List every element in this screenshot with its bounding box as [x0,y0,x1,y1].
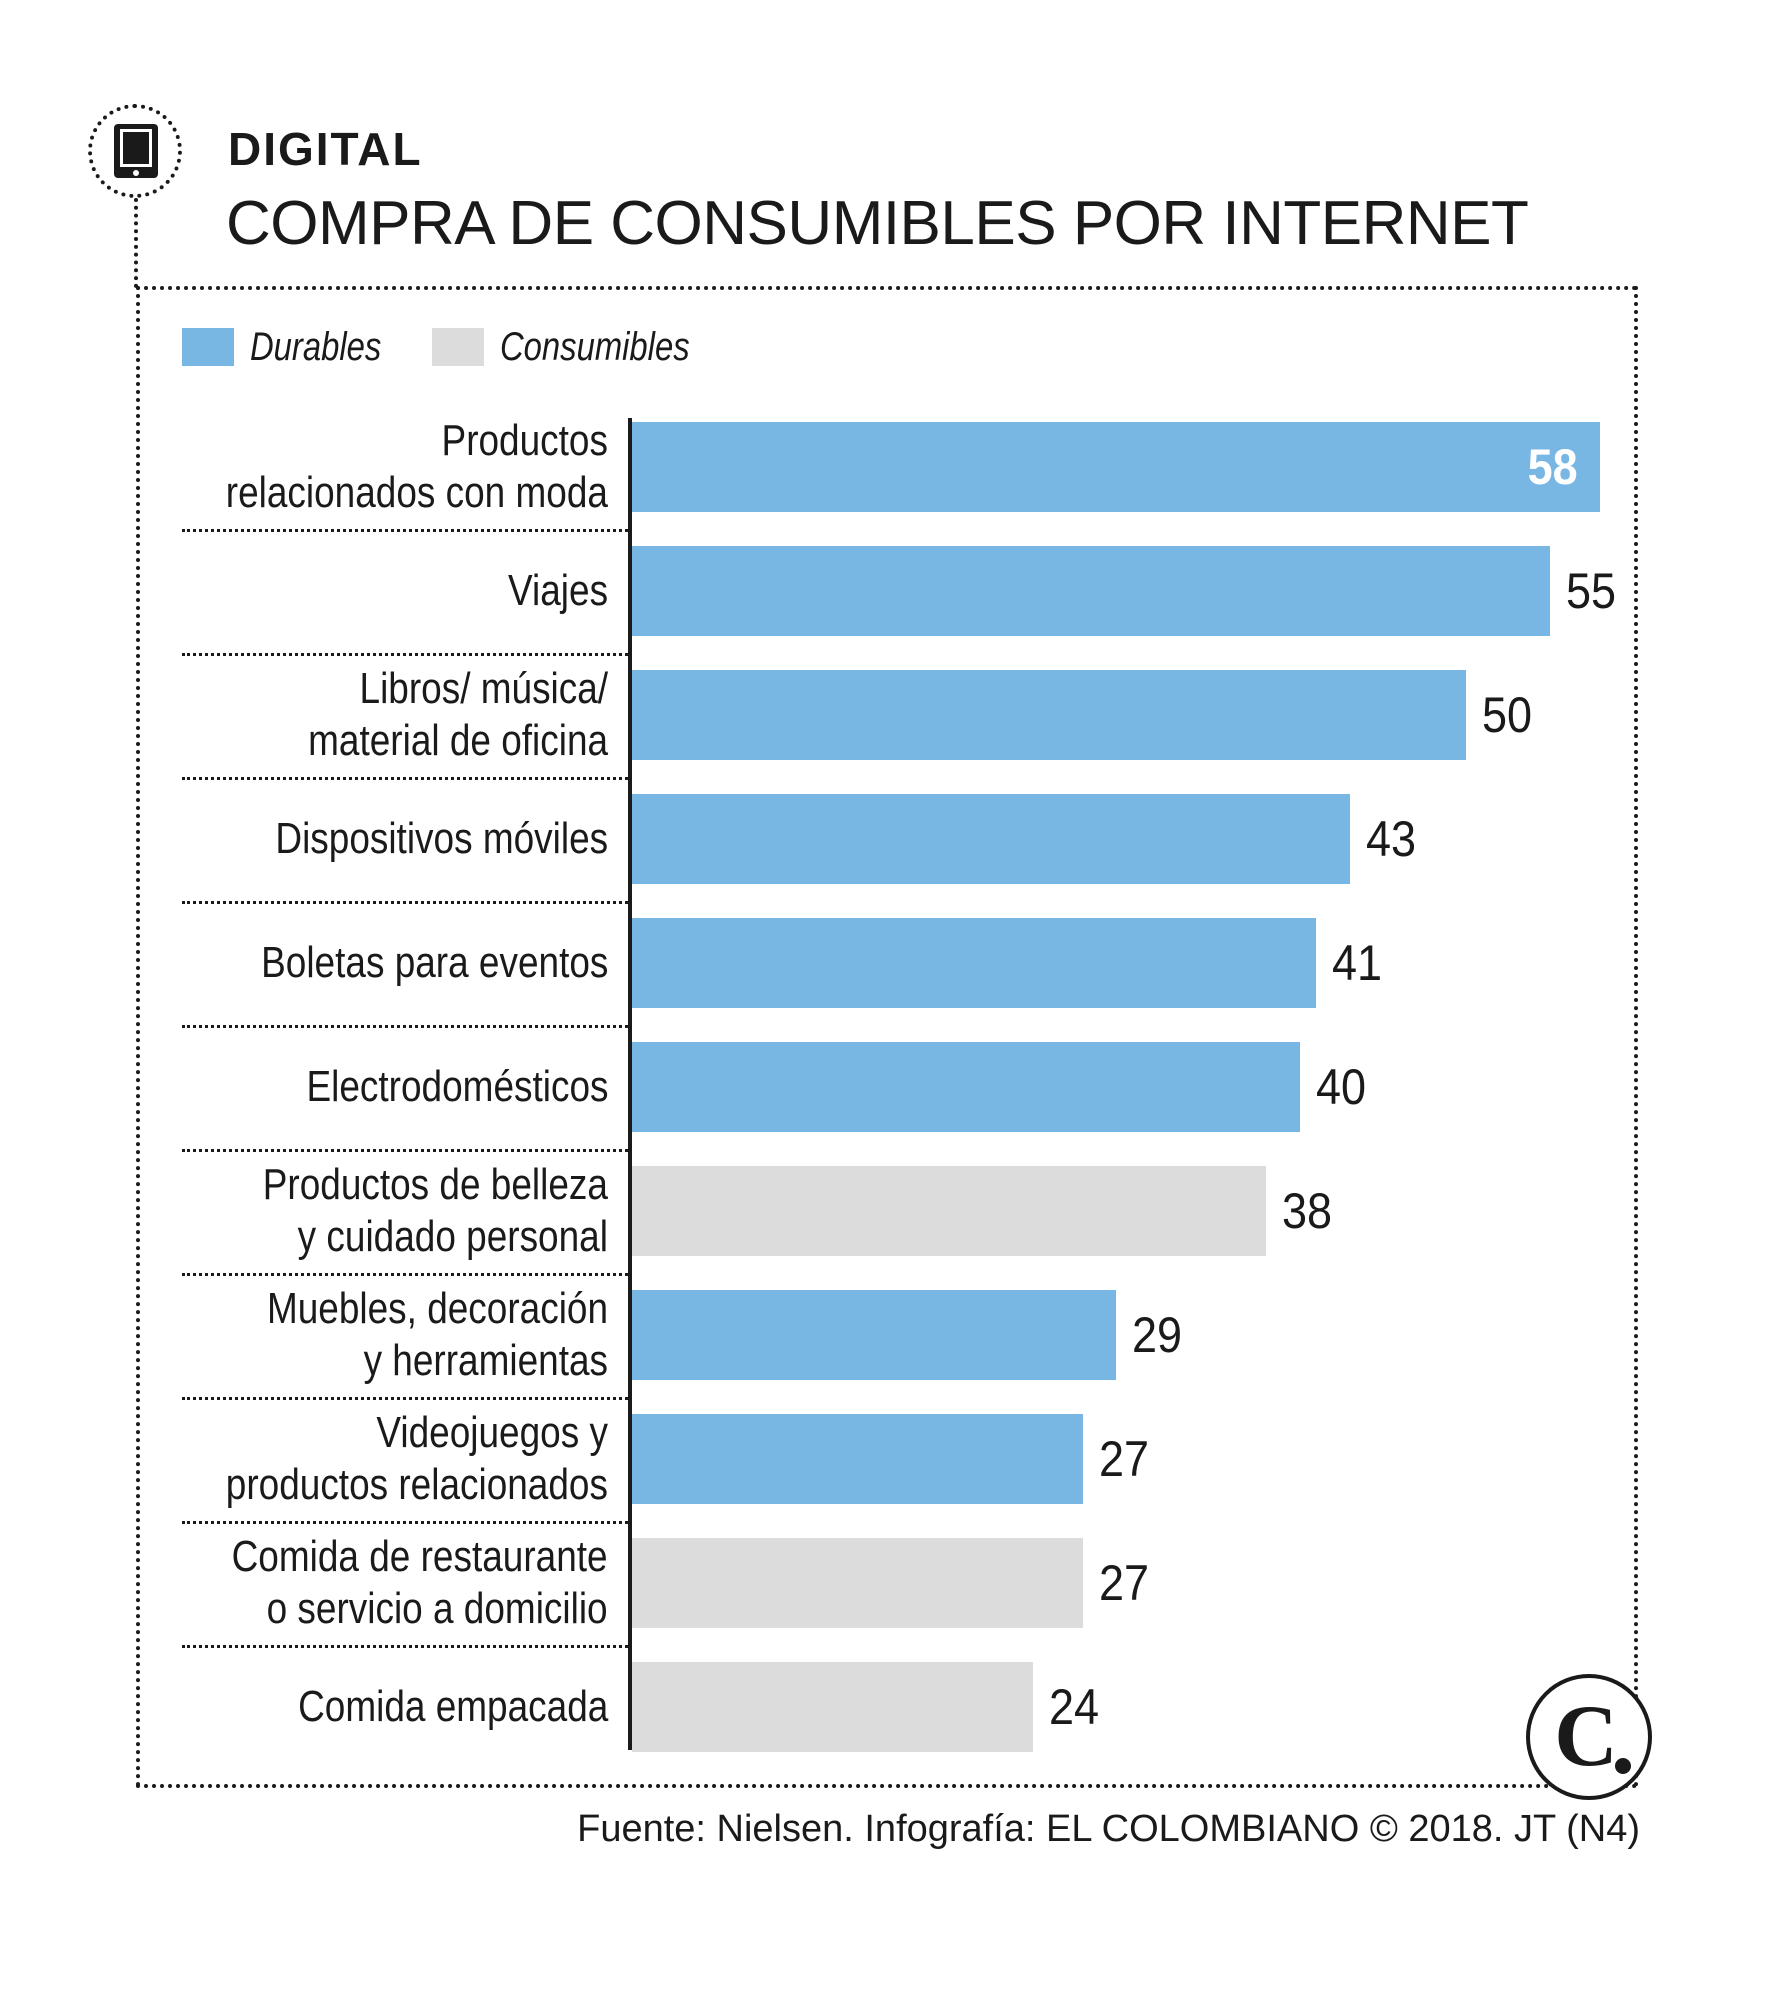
bar-durables [632,1042,1300,1132]
category-label-line: y herramientas [363,1336,608,1385]
row-separator [182,901,628,904]
category-label-line: Electrodomésticos [306,1062,608,1111]
bar-durables [632,670,1467,760]
bar-value-label: 38 [1282,1183,1333,1239]
logo-letter: C [1554,1688,1618,1785]
bar-value-label: 27 [1098,1431,1149,1487]
tablet-icon-badge [88,104,182,198]
row-separator [182,777,628,780]
chart-frame [136,286,1638,1788]
bar-durables [632,794,1350,884]
source-credit: Fuente: Nielsen. Infografía: EL COLOMBIA… [577,1808,1640,1850]
bar-value-label: 27 [1098,1555,1149,1611]
legend-label-durables: Durables [250,324,382,369]
category-label: Videojuegos y productos relacionados [226,1407,608,1511]
logo-dot [1615,1758,1631,1774]
category-label: Dispositivos móviles [275,813,608,865]
bar-value-label: 58 [1527,439,1578,495]
category-label-line: Videojuegos y [376,1408,608,1457]
category-label-line: Productos de belleza [262,1160,608,1209]
row-separator [182,1273,628,1276]
bar-value-label: 41 [1332,935,1383,991]
category-label-line: Libros/ música/ [359,664,608,713]
category-axis [628,418,632,1750]
category-label-line: relacionados con moda [225,468,608,517]
bar-consumibles [632,1166,1267,1256]
category-label: Muebles, decoración y herramientas [267,1283,608,1387]
bar-value-label: 29 [1132,1307,1183,1363]
category-label-line: Dispositivos móviles [275,814,608,863]
category-label: Productos de belleza y cuidado personal [263,1159,608,1263]
row-separator [182,1521,628,1524]
bar-value-label: 55 [1565,563,1616,619]
row-separator [182,1025,628,1028]
category-label: Viajes [508,565,608,617]
category-label: Boletas para eventos [261,937,608,989]
legend-consumibles: Consumibles [432,322,731,372]
bar-durables [632,1414,1083,1504]
bar-value-label: 50 [1482,687,1533,743]
bar-consumibles [632,1662,1033,1752]
legend-swatch-durables [182,328,234,366]
category-label-line: Muebles, decoración [266,1284,608,1333]
category-label-line: Boletas para eventos [260,938,608,987]
category-label: Libros/ música/material de oficina [308,663,608,767]
category-label-line: productos relacionados [225,1460,608,1509]
category-label: Electrodomésticos [306,1061,608,1113]
row-separator [182,1645,628,1648]
bar-value-label: 43 [1365,811,1416,867]
bar-durables [632,918,1317,1008]
chart-title: COMPRA DE CONSUMIBLES POR INTERNET [226,189,1529,258]
category-label: Productos relacionados con moda [226,415,608,519]
row-separator [182,1149,628,1152]
category-label-line: Comida empacada [297,1682,608,1731]
bar-durables [632,1290,1116,1380]
row-separator [182,653,628,656]
category-label-line: Viajes [508,566,608,615]
category-label-line: Comida de restaurante [232,1532,608,1581]
category-label: Comida empacada [298,1681,608,1733]
badge-connector [134,198,138,288]
legend-durables: Durables [182,322,410,372]
legend-label-consumibles: Consumibles [500,324,690,369]
category-label-line: y cuidado personal [297,1212,608,1261]
category-label-line: Productos [441,416,608,465]
section-label: DIGITAL [228,123,423,175]
bar-durables [632,422,1600,512]
legend-swatch-consumibles [432,328,484,366]
bar-durables [632,546,1550,636]
bar-value-label: 24 [1048,1679,1099,1735]
category-label-line: o servicio a domicilio [267,1584,608,1633]
row-separator [182,1397,628,1400]
el-colombiano-logo: C [1526,1674,1652,1800]
tablet-icon [114,124,158,178]
category-label: Comida de restaurante o servicio a domici… [232,1531,608,1635]
category-label-line: material de oficina [308,716,608,765]
row-separator [182,529,628,532]
bar-consumibles [632,1538,1083,1628]
bar-value-label: 40 [1315,1059,1366,1115]
